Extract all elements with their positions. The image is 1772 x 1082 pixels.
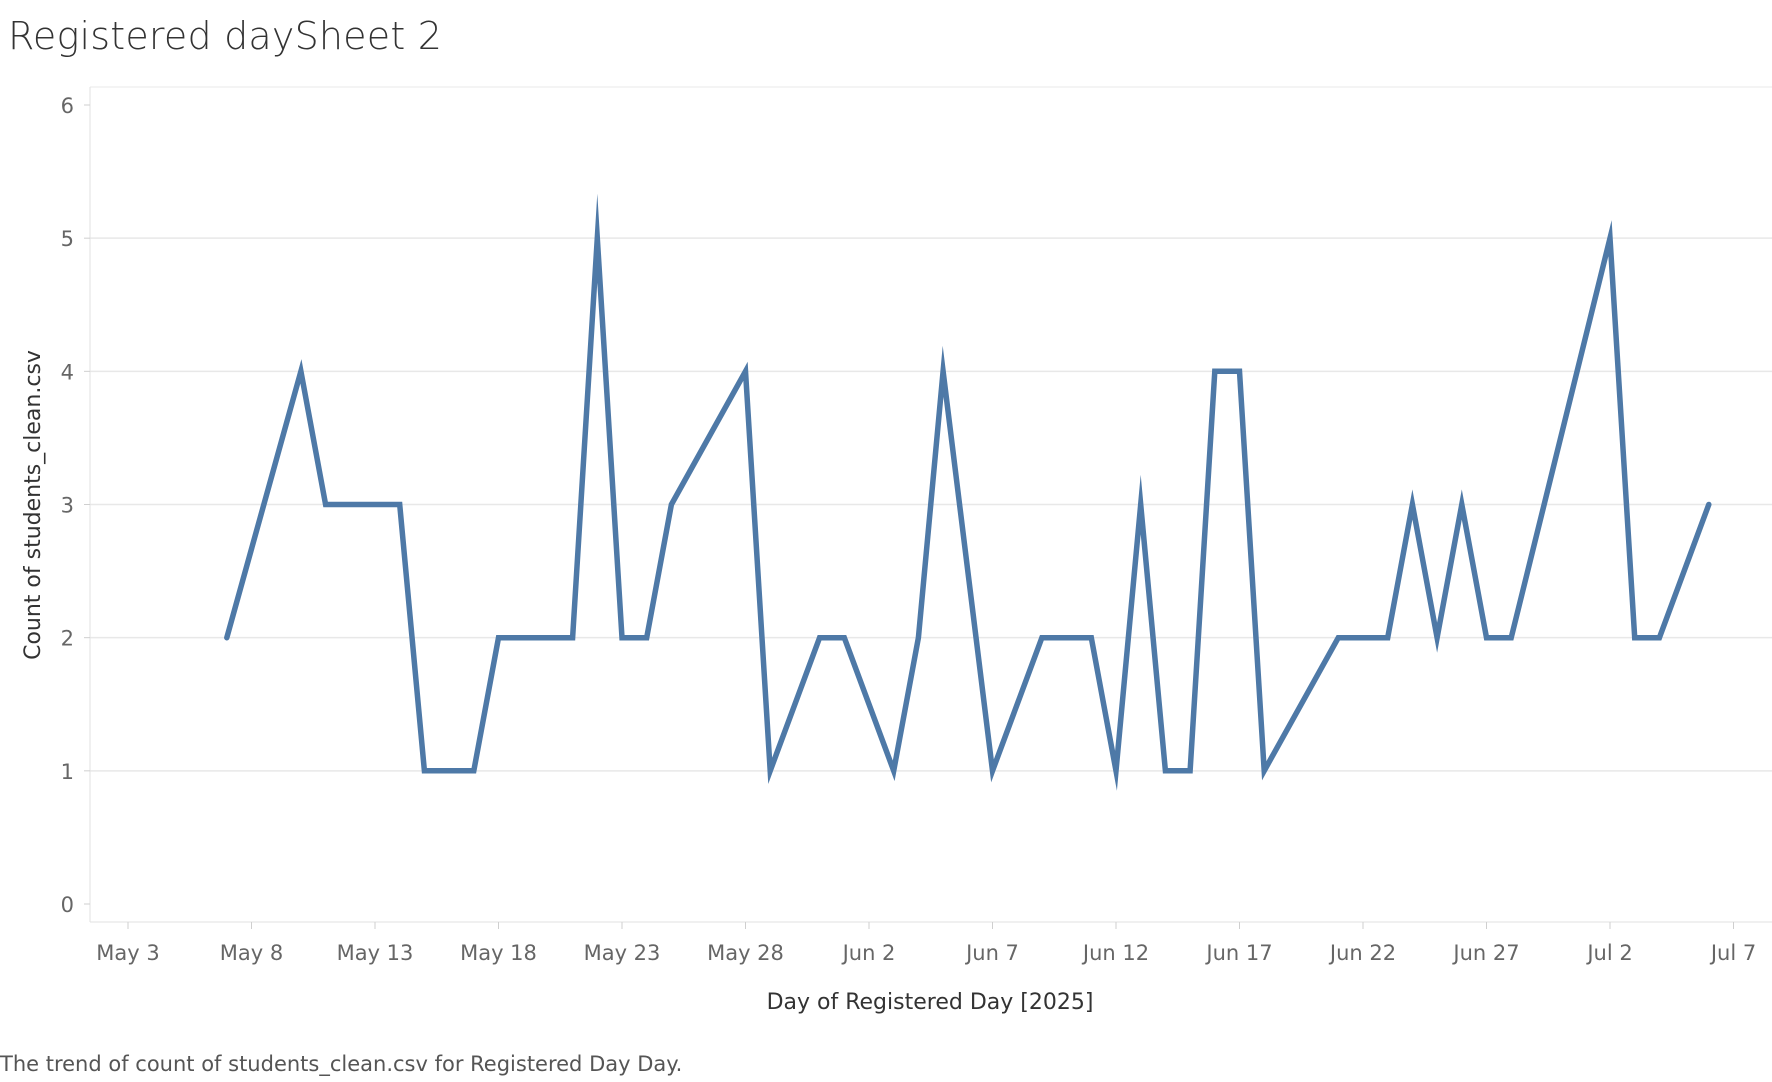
data-point[interactable] bbox=[1133, 497, 1149, 513]
x-tick-label: Jun 22 bbox=[1328, 941, 1396, 965]
series-layer bbox=[219, 193, 1717, 791]
data-point[interactable] bbox=[1232, 363, 1248, 379]
gridlines bbox=[90, 86, 1772, 772]
y-tick-label: 1 bbox=[61, 760, 74, 784]
data-point[interactable] bbox=[1034, 630, 1050, 646]
x-tick-label: Jun 27 bbox=[1451, 941, 1519, 965]
data-point[interactable] bbox=[565, 630, 581, 646]
data-point[interactable] bbox=[738, 363, 754, 379]
data-point[interactable] bbox=[219, 630, 235, 646]
data-point[interactable] bbox=[1701, 497, 1717, 513]
data-point[interactable] bbox=[762, 763, 778, 779]
data-point[interactable] bbox=[1059, 630, 1075, 646]
data-point[interactable] bbox=[416, 763, 432, 779]
data-point[interactable] bbox=[1330, 630, 1346, 646]
data-point[interactable] bbox=[1108, 763, 1124, 779]
data-point[interactable] bbox=[614, 630, 630, 646]
data-point[interactable] bbox=[910, 630, 926, 646]
y-tick-label: 3 bbox=[61, 494, 74, 518]
y-axis-title: Count of students_clean.csv bbox=[21, 350, 46, 660]
chart-caption: The trend of count of students_clean.csv… bbox=[0, 1052, 683, 1076]
x-tick-label: Jun 2 bbox=[841, 941, 896, 965]
data-point[interactable] bbox=[886, 763, 902, 779]
y-tick-label: 0 bbox=[61, 893, 74, 917]
data-point[interactable] bbox=[540, 630, 556, 646]
data-point[interactable] bbox=[1479, 630, 1495, 646]
y-tick-label: 2 bbox=[61, 627, 74, 651]
x-tick-label: Jun 17 bbox=[1204, 941, 1272, 965]
data-point[interactable] bbox=[1355, 630, 1371, 646]
x-tick-label: May 8 bbox=[220, 941, 283, 965]
data-point[interactable] bbox=[1627, 630, 1643, 646]
data-point[interactable] bbox=[392, 497, 408, 513]
y-tick-label: 6 bbox=[61, 94, 74, 118]
x-tick-label: Jul 2 bbox=[1585, 941, 1632, 965]
data-point[interactable] bbox=[1256, 763, 1272, 779]
data-point[interactable] bbox=[466, 763, 482, 779]
data-point[interactable] bbox=[836, 630, 852, 646]
data-point[interactable] bbox=[1157, 763, 1173, 779]
data-point[interactable] bbox=[1404, 497, 1420, 513]
chart-title: Registered daySheet 2 bbox=[8, 14, 443, 58]
data-point[interactable] bbox=[293, 363, 309, 379]
x-tick-label: May 13 bbox=[337, 941, 414, 965]
data-point[interactable] bbox=[1602, 230, 1618, 246]
y-tick-label: 5 bbox=[61, 227, 74, 251]
data-point[interactable] bbox=[589, 230, 605, 246]
data-point[interactable] bbox=[367, 497, 383, 513]
data-point[interactable] bbox=[812, 630, 828, 646]
x-tick-label: May 18 bbox=[460, 941, 537, 965]
data-point[interactable] bbox=[318, 497, 334, 513]
data-point[interactable] bbox=[639, 630, 655, 646]
data-point[interactable] bbox=[1380, 630, 1396, 646]
x-tick-label: Jul 7 bbox=[1709, 941, 1756, 965]
data-point[interactable] bbox=[1651, 630, 1667, 646]
data-point[interactable] bbox=[1503, 630, 1519, 646]
series-line bbox=[224, 193, 1712, 791]
y-tick-label: 4 bbox=[61, 360, 74, 384]
data-point[interactable] bbox=[342, 497, 358, 513]
axes: 0 1 2 3 4 5 6 May 3 May 8 May 13 May 18 May 23 May 2… bbox=[61, 87, 1772, 965]
x-tick-label: Jun 7 bbox=[964, 941, 1019, 965]
data-point[interactable] bbox=[1454, 497, 1470, 513]
data-point[interactable] bbox=[935, 363, 951, 379]
data-point[interactable] bbox=[985, 763, 1001, 779]
x-tick-label: May 3 bbox=[96, 941, 159, 965]
data-point[interactable] bbox=[491, 630, 507, 646]
x-axis-title: Day of Registered Day [2025] bbox=[767, 990, 1094, 1015]
x-tick-label: May 23 bbox=[584, 941, 661, 965]
x-tick-label: May 28 bbox=[707, 941, 784, 965]
data-point[interactable] bbox=[1083, 630, 1099, 646]
data-point[interactable] bbox=[663, 497, 679, 513]
x-tick-label: Jun 12 bbox=[1081, 941, 1149, 965]
data-point[interactable] bbox=[1207, 363, 1223, 379]
data-point[interactable] bbox=[441, 763, 457, 779]
data-point[interactable] bbox=[1429, 630, 1445, 646]
data-point[interactable] bbox=[515, 630, 531, 646]
data-point[interactable] bbox=[1182, 763, 1198, 779]
